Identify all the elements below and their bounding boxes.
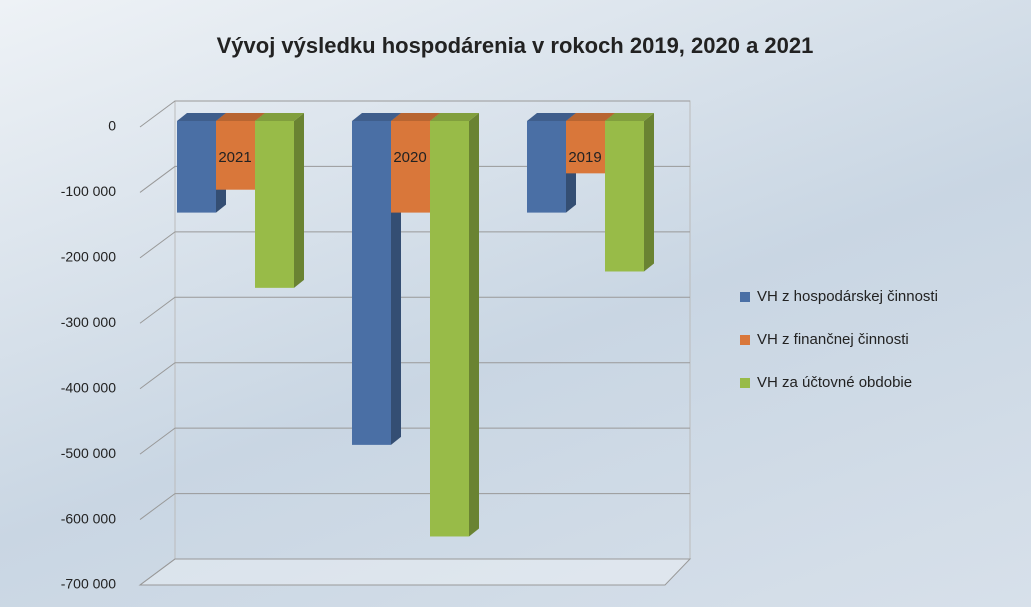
legend-label: VH za účtovné obdobie (757, 374, 912, 391)
bar-top (527, 113, 576, 121)
bar (605, 121, 644, 272)
floor (138, 558, 692, 586)
y-tick-label: -300 000 (61, 314, 116, 330)
bar-top (255, 113, 304, 121)
grid-line (139, 296, 690, 324)
legend-swatch (740, 292, 750, 302)
bar-top (566, 113, 615, 121)
bar (255, 121, 294, 288)
category-label: 2019 (568, 149, 601, 166)
bar-top (391, 113, 440, 121)
bar (216, 121, 255, 190)
bar-top (177, 113, 226, 121)
bar-side (644, 113, 654, 272)
y-tick-label: -700 000 (61, 576, 116, 592)
legend-swatch (740, 378, 750, 388)
bar (177, 121, 216, 213)
y-tick-label: -200 000 (61, 249, 116, 265)
bar-top (605, 113, 654, 121)
bar (566, 121, 605, 174)
grid-line (139, 100, 690, 128)
bar-top (216, 113, 265, 121)
chart-title: Vývoj výsledku hospodárenia v rokoch 201… (217, 33, 814, 58)
bar (352, 121, 391, 445)
bar-top (352, 113, 401, 121)
y-tick-label: -400 000 (61, 379, 116, 395)
y-tick-label: 0 (108, 118, 116, 134)
category-label: 2020 (393, 149, 426, 166)
grid-line (139, 493, 690, 520)
grid-line (139, 362, 690, 390)
category-label: 2021 (218, 149, 251, 166)
y-tick-label: -600 000 (61, 510, 116, 526)
bar-side (469, 113, 479, 537)
y-tick-label: -500 000 (61, 445, 116, 461)
grid-line (139, 427, 690, 455)
legend-label: VH z hospodárskej činnosti (757, 288, 938, 305)
y-tick-label: -100 000 (61, 183, 116, 199)
grid-line (139, 231, 690, 259)
bar (430, 121, 469, 537)
legend-swatch (740, 335, 750, 345)
bar-top (430, 113, 479, 121)
bar-side (294, 113, 304, 288)
grid-line (139, 165, 690, 193)
bar (391, 121, 430, 213)
grid-line (139, 558, 690, 586)
legend-label: VH z finančnej činnosti (757, 331, 909, 348)
bar (527, 121, 566, 213)
